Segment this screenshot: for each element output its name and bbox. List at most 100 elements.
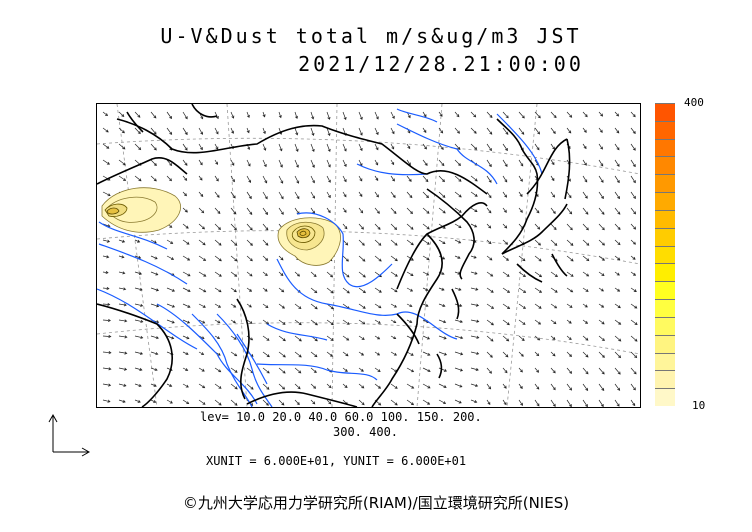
wind-arrow [502,255,509,261]
wind-arrow [182,207,188,213]
wind-arrow [390,175,395,182]
wind-arrow [262,399,269,406]
wind-arrow [518,383,523,390]
wind-arrow [198,207,205,214]
wind-arrow [598,351,605,358]
wind-arrow [230,271,238,277]
wind-arrow [422,127,427,133]
wind-arrow [230,207,237,215]
wind-arrow [326,271,334,278]
wind-arrow [246,207,253,215]
wind-arrow [230,223,237,231]
wind-arrow [342,367,348,372]
wind-arrow [294,143,299,152]
wind-arrow [294,111,299,120]
wind-arrow [502,111,509,119]
wind-arrow [198,175,203,181]
wind-arrow [278,191,284,200]
wind-arrow [182,335,190,340]
wind-arrow [438,287,445,291]
wind-arrow [470,351,480,355]
colorbar-segment [655,299,675,317]
wind-arrow [502,127,509,135]
wind-arrow [246,383,254,390]
wind-arrow [262,175,268,184]
wind-arrow [262,159,267,168]
wind-arrow [294,191,300,200]
wind-arrow [358,127,363,136]
wind-arrow [534,239,541,246]
wind-arrow [246,287,253,292]
wind-arrow [310,207,315,214]
wind-arrow [310,191,315,199]
wind-arrow [134,319,144,323]
wind-arrow [486,383,492,390]
wind-arrow [310,175,315,184]
wind-arrow [582,175,588,183]
map-timestamp: 2021/12/28.21:00:00 [298,52,584,76]
wind-arrow [614,143,620,151]
wind-arrow [566,239,574,246]
wind-arrow [262,335,270,341]
wind-arrow [262,303,269,308]
wind-arrow [438,207,446,214]
wind-arrow [310,383,317,389]
wind-arrow [502,207,507,213]
wind-arrow [118,383,127,387]
wind-arrow [230,191,236,199]
wind-arrow [502,367,508,374]
wind-arrow [342,383,348,389]
wind-arrow [326,175,331,183]
wind-arrow [470,127,477,134]
wind-arrow [278,111,282,119]
wind-arrow [310,159,315,168]
wind-arrow [454,383,463,388]
wind-arrow [246,159,251,167]
contour-levels-line2: 300. 400. [333,425,399,439]
wind-arrow [502,287,511,293]
wind-arrow [438,367,448,372]
wind-arrow [438,319,447,324]
wind-arrow [470,367,479,371]
wind-arrow [598,175,604,183]
wind-arrow [182,175,188,181]
wind-arrow [166,175,172,182]
wind-arrow [470,287,479,291]
wind-arrow [374,287,382,293]
wind-arrow [630,367,637,375]
wind-arrow [262,271,268,277]
wind-arrow [406,143,411,150]
wind-arrow [390,223,398,230]
wind-arrow [150,255,158,260]
wind-arrow [614,191,620,200]
wind-arrow [246,239,253,246]
wind-arrow [118,367,128,371]
wind-arrow [534,223,541,230]
wind-arrow [550,319,557,325]
wind-arrow [262,383,270,390]
wind-arrow [358,111,363,121]
wind-arrow [390,399,398,406]
wind-arrow [198,383,206,389]
wind-arrow [502,335,510,342]
wind-arrow [262,351,270,358]
wind-arrow [598,207,605,215]
wind-vectors [102,111,638,407]
wind-arrow [294,399,300,406]
wind-arrow [262,127,266,135]
wind-arrow [310,143,315,153]
wind-arrow [198,159,203,166]
wind-dust-map [96,103,641,408]
wind-arrow [598,143,603,150]
wind-arrow [118,127,125,134]
wind-arrow [486,303,495,309]
wind-arrow [374,191,379,198]
wind-arrow [582,319,589,324]
wind-arrow [358,143,363,152]
wind-arrow [614,111,620,117]
wind-arrow [454,335,464,340]
wind-arrow [454,399,462,404]
wind-arrow [582,399,588,407]
wind-arrow [294,303,302,310]
wind-arrow [566,111,573,118]
